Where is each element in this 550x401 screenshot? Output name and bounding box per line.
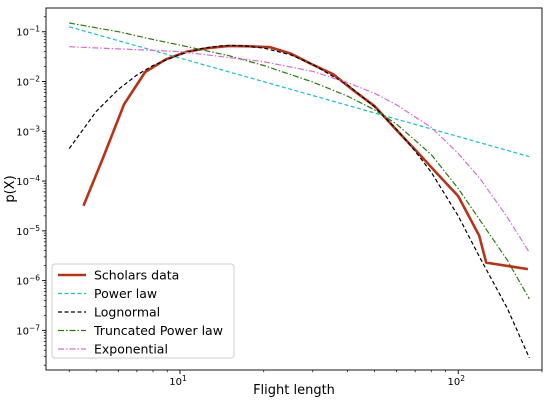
legend-label: Scholars data	[94, 268, 179, 283]
x-tick-label: 102	[447, 374, 465, 388]
series-line-lognormal	[68, 44, 530, 359]
legend-label: Exponential	[94, 342, 168, 357]
series-line-truncated-power-law	[69, 22, 530, 300]
y-tick-label: 10−7	[16, 323, 40, 337]
x-tick-label: 101	[169, 374, 187, 388]
series-layer	[68, 22, 530, 359]
x-axis-label: Flight length	[253, 383, 335, 398]
series-line-power-law	[69, 26, 530, 158]
y-tick-label: 10−6	[16, 274, 40, 288]
legend: Scholars data Power law Lognormal Truncated…	[51, 263, 235, 359]
series-line-exponential	[69, 46, 530, 253]
legend-label: Truncated Power law	[93, 323, 223, 338]
ticks-layer: 101 102 10−7 10−6 10−5 10−4 10−3 10−2 10−1	[16, 16, 543, 388]
y-tick-label: 10−1	[16, 25, 40, 39]
y-tick-label: 10−4	[16, 174, 40, 188]
y-tick-label: 10−3	[16, 124, 40, 138]
legend-label: Power law	[94, 286, 157, 301]
y-axis-label: p(X)	[3, 175, 18, 202]
legend-label: Lognormal	[94, 305, 160, 320]
y-tick-label: 10−5	[16, 224, 40, 238]
y-tick-label: 10−2	[16, 75, 40, 89]
legend-box	[51, 263, 235, 359]
